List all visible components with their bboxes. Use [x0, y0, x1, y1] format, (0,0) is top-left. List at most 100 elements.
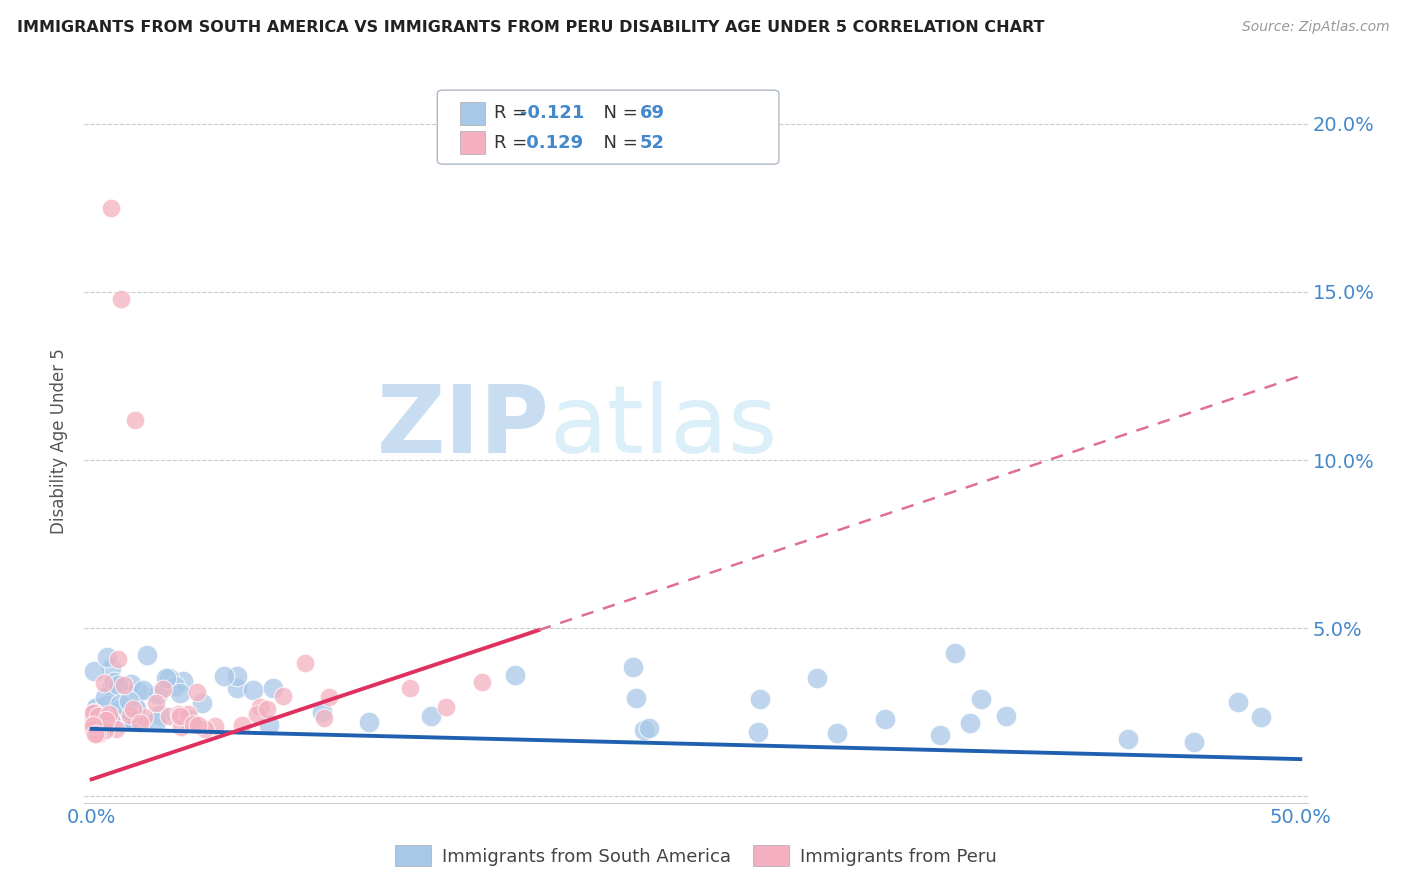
Point: [145, 696, 167, 710]
Point: [225, 669, 247, 683]
Text: N =: N =: [592, 104, 644, 122]
Point: [101, 681, 124, 695]
Point: [748, 691, 770, 706]
Point: [1226, 695, 1249, 709]
Point: [179, 713, 201, 727]
Point: [624, 690, 647, 705]
Point: [89, 707, 111, 722]
Point: [873, 712, 896, 726]
Y-axis label: Disability Age Under 5: Disability Age Under 5: [51, 349, 69, 534]
Point: [169, 686, 191, 700]
Point: [82, 719, 104, 733]
Point: [271, 690, 294, 704]
Point: [167, 706, 190, 721]
Point: [929, 729, 952, 743]
Point: [83, 720, 105, 734]
Point: [122, 706, 145, 721]
Point: [84, 701, 107, 715]
Point: [108, 703, 131, 717]
Point: [157, 709, 180, 723]
Point: [152, 681, 174, 696]
Point: [82, 718, 104, 732]
Point: [637, 721, 659, 735]
Point: [82, 706, 104, 720]
Point: [155, 671, 177, 685]
Point: [149, 708, 172, 723]
Point: [93, 675, 115, 690]
Point: [120, 708, 142, 723]
Point: [359, 714, 381, 729]
Point: [262, 681, 284, 695]
Point: [107, 652, 129, 666]
Point: [122, 700, 145, 714]
Text: 52: 52: [640, 134, 665, 152]
Point: [104, 722, 127, 736]
Point: [110, 703, 132, 717]
Point: [186, 685, 208, 699]
Point: [108, 706, 131, 720]
Point: [177, 706, 200, 721]
Point: [398, 681, 420, 696]
Point: [294, 656, 316, 670]
Point: [194, 722, 217, 736]
Point: [118, 694, 141, 708]
Point: [86, 700, 108, 714]
Point: [127, 684, 149, 698]
Point: [94, 716, 117, 731]
Point: [100, 715, 122, 730]
Point: [82, 723, 104, 737]
Point: [747, 724, 769, 739]
Point: [1116, 732, 1139, 747]
Point: [82, 723, 104, 737]
Point: [225, 681, 247, 695]
Point: [132, 682, 155, 697]
Point: [132, 710, 155, 724]
Point: [959, 715, 981, 730]
Point: [125, 701, 148, 715]
Point: [214, 668, 236, 682]
Point: [117, 701, 139, 715]
Point: [108, 698, 131, 712]
Point: [129, 716, 152, 731]
Point: [83, 726, 105, 740]
Point: [121, 702, 143, 716]
Point: [420, 708, 443, 723]
Point: [110, 292, 132, 306]
Point: [112, 678, 135, 692]
Point: [82, 711, 104, 725]
Point: [943, 646, 966, 660]
Point: [83, 664, 105, 678]
Point: [246, 707, 269, 722]
Text: Source: ZipAtlas.com: Source: ZipAtlas.com: [1241, 20, 1389, 34]
Point: [94, 723, 117, 737]
Text: -0.121: -0.121: [520, 104, 585, 122]
Point: [115, 713, 138, 727]
Point: [170, 720, 193, 734]
Point: [181, 717, 204, 731]
Text: atlas: atlas: [550, 381, 778, 473]
Text: 69: 69: [640, 104, 665, 122]
Point: [136, 648, 159, 662]
Point: [169, 709, 191, 723]
Point: [94, 698, 117, 712]
Point: [107, 678, 129, 692]
Point: [806, 672, 828, 686]
Point: [471, 675, 494, 690]
Point: [124, 413, 146, 427]
Point: [121, 714, 143, 729]
Point: [157, 672, 180, 686]
Point: [633, 723, 655, 738]
Point: [100, 661, 122, 675]
Point: [103, 675, 125, 690]
Text: 0.129: 0.129: [520, 134, 583, 152]
Point: [100, 201, 122, 215]
Text: IMMIGRANTS FROM SOUTH AMERICA VS IMMIGRANTS FROM PERU DISABILITY AGE UNDER 5 COR: IMMIGRANTS FROM SOUTH AMERICA VS IMMIGRA…: [17, 20, 1045, 35]
Point: [118, 712, 141, 726]
Point: [1182, 735, 1205, 749]
Point: [98, 706, 121, 721]
Point: [84, 712, 107, 726]
Point: [256, 702, 278, 716]
Point: [120, 676, 142, 690]
Text: R =: R =: [494, 104, 533, 122]
Point: [434, 699, 457, 714]
